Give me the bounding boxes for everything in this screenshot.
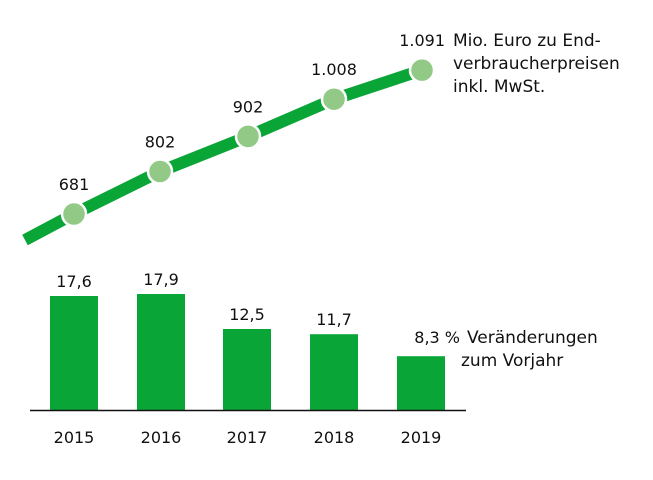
line-point-2016 [146, 158, 174, 185]
bar-annotation-1: Veränderungen [467, 328, 598, 348]
line-annotation-3: inkl. MwSt. [453, 77, 545, 97]
bar-2019 [397, 356, 445, 410]
line-point-2018 [320, 85, 348, 113]
line-data-label-2019: 1.091 [399, 31, 445, 50]
bar-data-label-2019: 8,3 % [414, 328, 460, 347]
bar-annotation-2: zum Vorjahr [461, 351, 563, 371]
bar-2017 [223, 329, 271, 410]
bar-2015 [50, 296, 98, 410]
line-annotation-1: Mio. Euro zu End- [453, 31, 601, 51]
x-tick-label-2015: 2015 [54, 428, 95, 447]
bar-2016 [137, 294, 185, 410]
bar-data-label-2015: 17,6 [56, 272, 92, 291]
line-point-2015 [60, 200, 88, 228]
x-tick-label-2016: 2016 [141, 428, 182, 447]
bar-2018 [310, 334, 358, 410]
line-chart: 681 802 902 1.008 1.091 [22, 31, 445, 246]
bar-data-label-2018: 11,7 [316, 310, 352, 329]
line-point-2019 [408, 56, 436, 84]
x-tick-label-2017: 2017 [227, 428, 268, 447]
line-data-label-2016: 802 [145, 133, 176, 152]
line-data-label-2018: 1.008 [311, 60, 357, 79]
bar-annotation: Veränderungen zum Vorjahr [461, 328, 598, 371]
x-tick-label-2019: 2019 [401, 428, 442, 447]
line-point-2017 [234, 123, 262, 150]
bar-chart: 17,6 2015 17,9 2016 12,5 2017 11,7 2018 8,3 % 201… [30, 270, 466, 447]
line-annotation: Mio. Euro zu End- verbraucherpreisen ink… [453, 31, 620, 97]
line-annotation-2: verbraucherpreisen [453, 54, 620, 74]
bar-data-label-2016: 17,9 [143, 270, 179, 289]
bar-data-label-2017: 12,5 [229, 305, 265, 324]
x-tick-label-2018: 2018 [314, 428, 355, 447]
line-data-label-2017: 902 [233, 97, 264, 116]
line-data-label-2015: 681 [59, 175, 90, 194]
